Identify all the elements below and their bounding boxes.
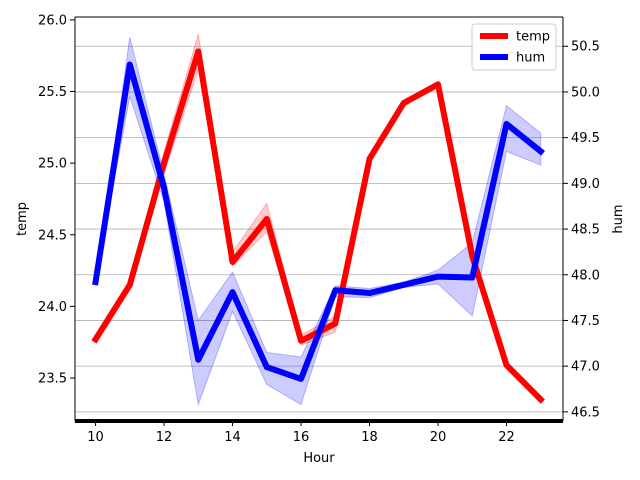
y-right-tick-label: 47.0	[571, 360, 600, 375]
y-left-tick-label: 25.5	[38, 85, 67, 100]
y-right-tick-label: 48.0	[571, 268, 600, 283]
y-left-tick-label: 25.0	[38, 157, 67, 172]
plot-frame	[74, 16, 564, 423]
y-axis-left-ticks: 23.5 24.0 24.5 25.0 25.5 26.0	[38, 13, 75, 387]
y-left-tick-label: 23.5	[38, 372, 67, 387]
x-tick-label: 22	[498, 430, 515, 445]
confidence-bands	[95, 34, 542, 407]
y-left-tick-label: 24.0	[38, 300, 67, 315]
series-line-hum	[92, 61, 545, 382]
y-right-tick-label: 50.5	[571, 40, 600, 55]
x-tick-label: 12	[156, 430, 173, 445]
x-tick-label: 14	[224, 430, 241, 445]
legend: temp hum	[471, 23, 557, 71]
y-right-tick-label: 49.0	[571, 177, 600, 192]
x-tick-label: 10	[87, 430, 104, 445]
x-axis-ticks: 10 12 14 16 18 20 22	[87, 421, 515, 445]
x-axis-title: Hour	[303, 451, 335, 466]
y-axis-left-title: temp	[15, 202, 30, 236]
y-right-tick-label: 50.0	[571, 85, 600, 100]
y-left-tick-label: 26.0	[38, 13, 67, 28]
x-tick-label: 18	[361, 430, 378, 445]
y-axis-right-title: hum	[611, 204, 626, 233]
y-right-tick-label: 49.5	[571, 131, 600, 146]
y-right-tick-label: 46.5	[571, 405, 600, 420]
legend-label-temp: temp	[516, 30, 550, 45]
y-left-tick-label: 24.5	[38, 228, 67, 243]
y-right-tick-label: 48.5	[571, 223, 600, 238]
x-tick-label: 20	[430, 430, 447, 445]
y-right-tick-label: 47.5	[571, 314, 600, 329]
series-lines	[91, 48, 545, 404]
legend-label-hum: hum	[516, 51, 545, 66]
x-tick-label: 16	[293, 430, 310, 445]
y-axis-right-ticks: 46.5 47.0 47.5 48.0 48.5 49.0 49.5 50.0 50.5	[563, 40, 600, 420]
